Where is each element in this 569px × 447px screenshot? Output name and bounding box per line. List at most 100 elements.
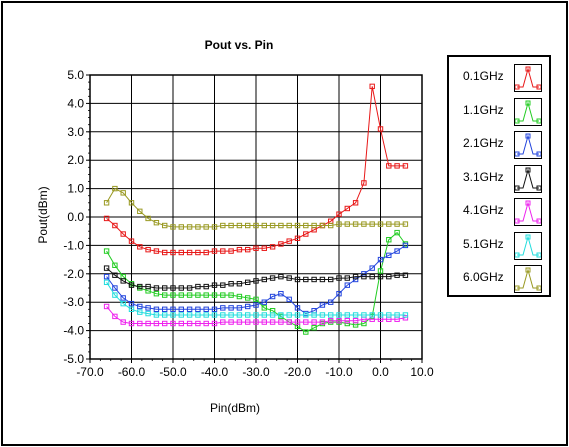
legend-item: 1.1GHz [449,95,549,129]
data-point [120,319,126,325]
data-point [245,222,251,229]
data-point [220,312,226,318]
series-line [106,244,406,315]
data-point [236,281,243,287]
series-line [106,231,406,333]
legend-swatch-line [517,67,539,88]
data-point [352,317,359,324]
data-point [186,320,193,327]
data-point [261,276,268,283]
data-point [352,276,359,283]
data-point [245,279,251,286]
y-tick-label: 2.0 [67,153,84,167]
data-point [278,222,284,229]
data-point [394,163,400,169]
data-point [311,312,317,318]
data-point [286,319,292,325]
data-point [336,275,342,281]
data-point [336,290,342,297]
legend-swatch-icon [514,64,542,92]
data-point [228,248,234,254]
legend-item: 6.0GHz [449,262,549,296]
data-point [319,222,326,229]
x-tick-label: -40.0 [201,365,229,379]
data-point [319,302,326,308]
data-point [394,221,400,227]
data-point [294,305,301,311]
data-point [253,222,259,229]
legend-item: 3.1GHz [449,162,549,196]
data-point [120,295,126,301]
data-point [278,290,284,297]
data-point [377,126,384,132]
data-point [303,222,309,229]
data-point [269,293,276,300]
data-point [269,244,276,250]
legend-swatch-icon [514,164,542,193]
data-point [220,319,226,325]
data-point [303,329,309,335]
data-point [369,83,375,90]
legend-swatch-marker [525,66,531,72]
data-point [394,248,400,254]
data-point [361,180,367,186]
data-point [344,275,351,281]
legend-swatch-marker [525,200,531,206]
data-point [211,282,218,288]
data-point [128,200,135,206]
x-axis-label: Pin(dBm) [210,401,260,415]
data-point [352,273,359,280]
data-point [336,211,342,217]
data-point [211,292,218,298]
data-point [195,249,201,256]
y-tick-label: 3.0 [67,125,84,139]
data-point [286,275,292,281]
data-point [120,190,126,196]
data-point [203,292,209,298]
data-point [186,306,193,313]
data-point [170,249,176,256]
data-point [377,273,384,280]
data-point [261,312,268,318]
data-point [186,249,193,256]
legend-swatch-marker [514,252,520,257]
data-point [137,283,143,290]
data-point [319,276,326,283]
data-point [137,208,143,215]
data-point [103,248,110,254]
data-point [103,215,110,222]
data-point [220,292,226,298]
data-point [220,305,226,311]
data-point [278,241,284,247]
data-point [269,319,276,325]
data-point [361,273,367,280]
data-point [328,276,334,283]
y-tick-label: -4.0 [63,324,84,338]
data-point [170,224,176,230]
legend-swatch-icon [514,231,542,260]
data-point [344,221,351,227]
data-point [153,312,160,318]
data-point [103,200,110,206]
legend-swatch-marker [514,118,520,123]
data-point [344,205,351,212]
data-point [377,221,384,227]
x-tick-label: -60.0 [118,365,146,379]
legend-swatch-marker [525,267,531,273]
data-point [137,244,143,250]
data-point [278,273,284,280]
series-line [106,306,406,324]
data-point [162,306,168,313]
data-point [303,276,309,283]
data-point [112,222,118,229]
data-point [120,231,126,237]
data-point [128,282,135,288]
y-tick-label: 0.0 [67,210,84,224]
data-point [269,312,276,318]
data-point [394,229,400,236]
data-point [261,305,268,311]
data-point [195,306,201,313]
data-point [236,312,243,318]
legend-label: 4.1GHz [463,203,504,217]
data-point [112,292,118,298]
